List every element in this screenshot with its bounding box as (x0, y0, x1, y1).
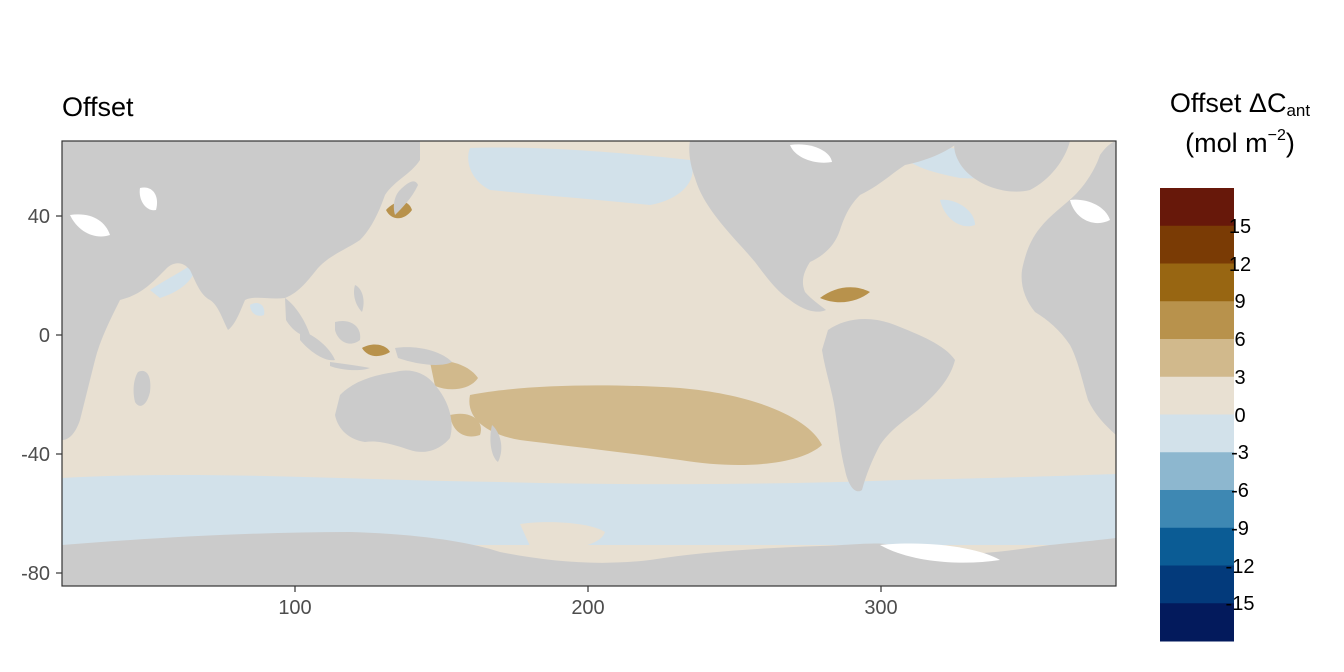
legend-bin (1160, 414, 1234, 453)
southern-ocean-positive-patch (520, 522, 605, 549)
land-antarctica (62, 532, 1116, 586)
southern-ocean-negative-band (62, 474, 1116, 545)
land-new-guinea (395, 347, 452, 365)
land-eurasia-africa (62, 141, 420, 440)
legend-break-label: -15 (1225, 593, 1255, 616)
land-north-america (689, 141, 960, 312)
caribbean-strong-patch (820, 287, 870, 303)
y-tick-label: 0 (39, 325, 50, 347)
tasman-positive-patch (450, 413, 481, 437)
legend-title-main: Offset ΔC (1169, 88, 1287, 118)
north-pacific-negative (468, 147, 693, 205)
legend-bin (1160, 490, 1234, 529)
legend-break-label: 3 (1234, 366, 1246, 389)
land-philippines (353, 285, 364, 312)
panel-border (61, 140, 1117, 587)
legend-bin (1160, 452, 1234, 491)
x-tick-label: 200 (571, 597, 604, 619)
legend-break-label: 0 (1234, 404, 1246, 427)
legend-break-label: 9 (1234, 291, 1246, 314)
west-pacific-positive-patch (430, 360, 478, 390)
x-axis: 100 200 300 (278, 586, 898, 619)
legend-unit-close: ) (1285, 127, 1295, 158)
y-axis: 40 0 -40 -80 (21, 206, 62, 585)
legend-break-label: 12 (1228, 253, 1252, 276)
arabian-sea-negative (150, 262, 196, 298)
legend-title-sub: ant (1286, 101, 1311, 120)
land-japan (393, 181, 418, 215)
legend-unit-sup: −2 (1267, 126, 1286, 144)
legend-title: Offset ΔCant (mol m−2) (1140, 84, 1340, 163)
x-tick-label: 100 (278, 597, 311, 619)
no-data-arctic-asia (70, 214, 110, 237)
x-tick-label: 300 (864, 597, 897, 619)
legend-bin (1160, 376, 1234, 415)
legend-break-label: -12 (1225, 555, 1255, 578)
map-panel (62, 141, 1116, 586)
bay-of-bengal-negative (250, 303, 265, 316)
no-data-antarctic-coast (880, 543, 1000, 563)
land-madagascar (133, 370, 151, 406)
legend-bin (1160, 188, 1234, 227)
no-data-arctic-europe (1070, 199, 1110, 224)
no-data-arctic-asia-2 (139, 187, 158, 211)
land-new-zealand (490, 425, 502, 462)
legend-break-label: 15 (1228, 215, 1252, 238)
indonesia-strong-patch (362, 344, 390, 357)
legend-break-label: -6 (1231, 480, 1249, 502)
y-tick-label: 40 (28, 206, 50, 228)
legend-title-line2: (mol m−2) (1140, 124, 1340, 163)
land-sumatra (300, 330, 335, 361)
legend-bin (1160, 301, 1234, 340)
land-java (330, 362, 370, 371)
legend-title-line1: Offset ΔCant (1140, 84, 1340, 124)
land-australia (335, 370, 452, 452)
legend-bin (1160, 263, 1234, 302)
land-greenland (954, 141, 1070, 192)
labrador-negative (940, 199, 975, 227)
legend-colorbar (1160, 188, 1234, 642)
map-title: Offset (62, 92, 134, 122)
legend-bin (1160, 603, 1234, 642)
legend-bin (1160, 225, 1234, 264)
legend-bin (1160, 339, 1234, 378)
south-pacific-positive-anomaly (469, 385, 822, 465)
legend-bin (1160, 527, 1234, 566)
legend-break-label: 6 (1234, 329, 1246, 351)
legend-break-label: -9 (1231, 517, 1249, 540)
land-se-asia (285, 298, 310, 336)
legend-bin (1160, 565, 1234, 604)
land-borneo (335, 320, 361, 344)
legend-break-label: -3 (1231, 442, 1249, 465)
no-data-arctic-america (790, 144, 832, 163)
y-tick-label: -40 (21, 444, 50, 466)
legend-unit-open: (mol m (1185, 127, 1268, 158)
land-south-america (822, 318, 955, 492)
y-tick-label: -80 (21, 563, 50, 585)
